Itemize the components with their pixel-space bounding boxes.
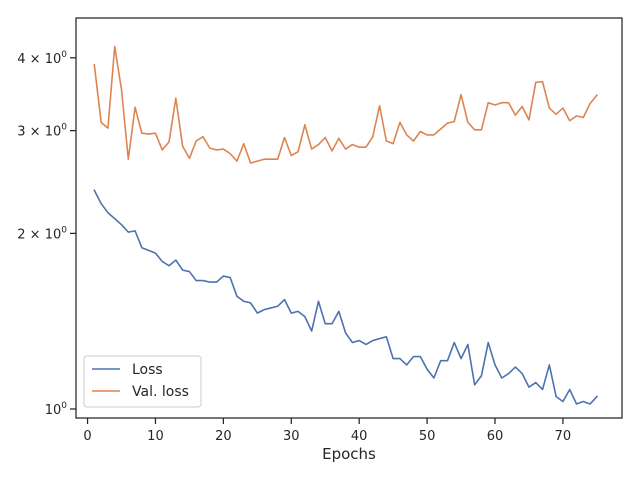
x-tick-label: 40	[351, 429, 368, 444]
x-axis: 0 10 20 30 40 50 60 70	[83, 418, 571, 444]
x-tick-label: 70	[555, 429, 572, 444]
x-tick-label: 60	[487, 429, 504, 444]
legend-label: Val. loss	[132, 384, 189, 400]
y-tick-label: 3 × 100	[17, 123, 67, 140]
x-tick-label: 30	[283, 429, 300, 444]
series-line-loss	[93, 189, 599, 405]
legend: Loss Val. loss	[83, 355, 202, 408]
y-tick-label: 2 × 100	[17, 225, 67, 242]
series-line-val-loss	[93, 45, 598, 164]
x-tick-label: 20	[215, 429, 232, 444]
y-axis: 100 2 × 100 3 × 100 4 × 100	[17, 50, 76, 418]
y-tick-label: 4 × 100	[17, 50, 67, 67]
plot-frame	[75, 17, 623, 419]
x-tick-label: 10	[147, 429, 164, 444]
legend-label: Loss	[132, 362, 163, 378]
x-tick-label: 50	[419, 429, 436, 444]
y-tick-label: 100	[45, 401, 68, 418]
series-layer	[93, 45, 599, 405]
x-axis-title: Epochs	[322, 445, 376, 463]
x-tick-label: 0	[83, 429, 91, 444]
